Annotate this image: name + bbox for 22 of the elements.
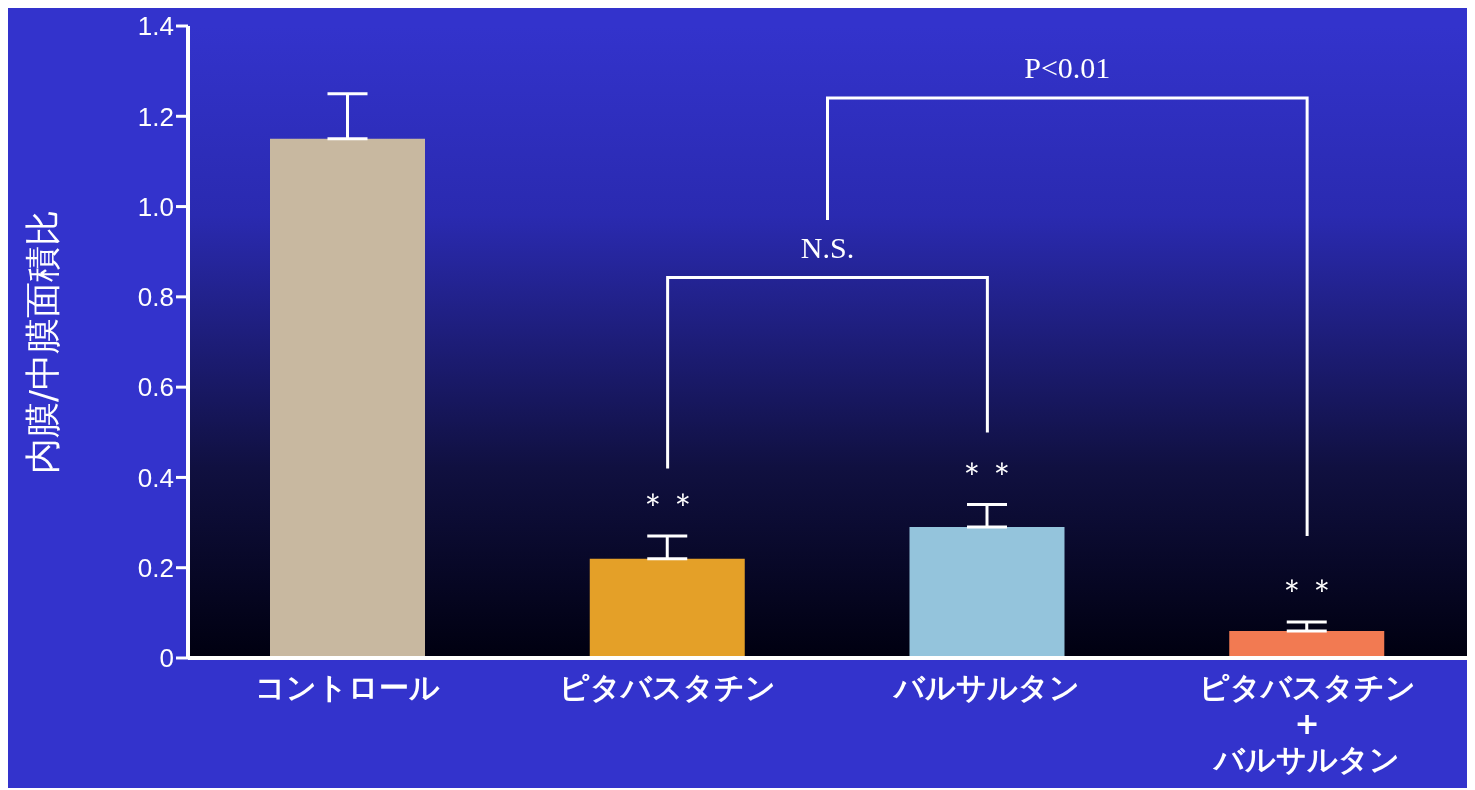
annotation: ＊＊ <box>1277 571 1338 607</box>
bar <box>909 527 1065 658</box>
annotation: P<0.01 <box>1024 51 1111 85</box>
bar <box>1229 630 1385 658</box>
x-tick-label: バルサルタン <box>892 670 1081 705</box>
y-tick-label: 1.0 <box>137 191 174 222</box>
y-tick-label: 1.2 <box>137 101 174 132</box>
bar <box>270 138 425 658</box>
y-tick-label: 0.4 <box>137 462 174 493</box>
y-tick-label: 0 <box>159 643 174 674</box>
y-tick-label: 0.6 <box>137 372 174 403</box>
y-axis-title: 内膜/中膜面積比 <box>21 209 63 475</box>
y-tick-label: 1.4 <box>137 11 174 42</box>
annotation: ＊＊ <box>637 486 698 522</box>
annotation: ＊＊ <box>957 454 1018 490</box>
y-tick-label: 0.2 <box>137 552 174 583</box>
x-tick-label: ピタバスタチン <box>559 670 777 705</box>
annotation: N.S. <box>800 230 855 264</box>
bar <box>589 558 745 658</box>
x-tick-label: コントロール <box>255 670 441 705</box>
x-tick-label: ピタバスタチン + バルサルタン <box>1198 670 1416 777</box>
y-tick-label: 0.8 <box>137 282 174 313</box>
